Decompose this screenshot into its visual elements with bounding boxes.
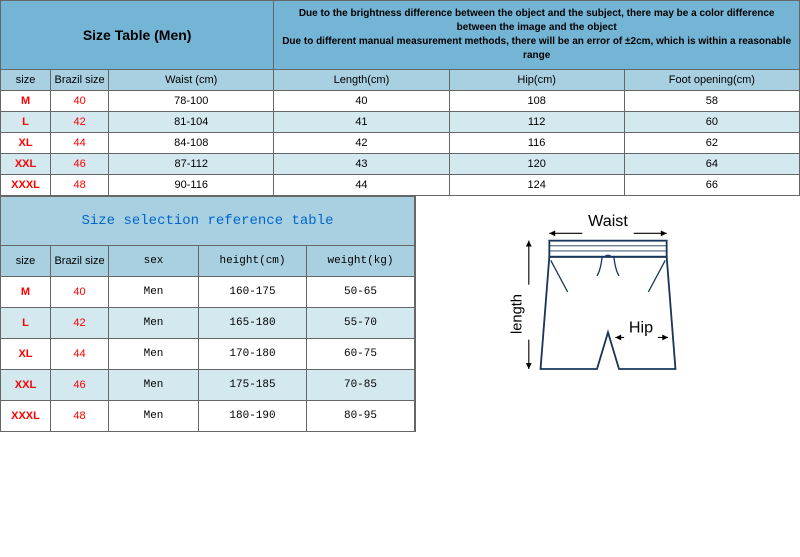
diagram-length-label: length: [509, 294, 525, 334]
cell-sex: Men: [109, 276, 199, 307]
cell-brazil: 44: [51, 133, 109, 154]
cell-size: M: [1, 91, 51, 112]
cell-brazil: 42: [51, 307, 109, 338]
bottom-section: Size selection reference table size Braz…: [0, 196, 800, 432]
cell-foot: 64: [624, 154, 799, 175]
main-title: Size Table (Men): [1, 1, 274, 70]
cell-brazil: 42: [51, 112, 109, 133]
cell-waist: 81-104: [109, 112, 274, 133]
cell-weight: 55-70: [307, 307, 415, 338]
cell-sex: Men: [109, 338, 199, 369]
cell-height: 165-180: [199, 307, 307, 338]
cell-weight: 60-75: [307, 338, 415, 369]
cell-foot: 60: [624, 112, 799, 133]
cell-foot: 58: [624, 91, 799, 112]
cell-hip: 108: [449, 91, 624, 112]
cell-size: XXXL: [1, 175, 51, 196]
cell-hip: 116: [449, 133, 624, 154]
table-row: M4078-1004010858: [1, 91, 800, 112]
cell-weight: 50-65: [307, 276, 415, 307]
cell-brazil: 48: [51, 175, 109, 196]
cell-waist: 78-100: [109, 91, 274, 112]
cell-size: XL: [1, 133, 51, 154]
cell-brazil: 46: [51, 369, 109, 400]
cell-hip: 124: [449, 175, 624, 196]
header-length: Length(cm): [274, 70, 449, 91]
cell-sex: Men: [109, 369, 199, 400]
cell-brazil: 40: [51, 276, 109, 307]
cell-foot: 66: [624, 175, 799, 196]
cell-size: L: [1, 307, 51, 338]
cell-size: XXXL: [1, 400, 51, 431]
header-waist: Waist (cm): [109, 70, 274, 91]
disclaimer-text: Due to the brightness difference between…: [274, 1, 800, 70]
diagram-hip-label: Hip: [629, 318, 653, 336]
table-row: XXL46Men175-18570-85: [1, 369, 415, 400]
table-row: XL4484-1084211662: [1, 133, 800, 154]
cell-length: 42: [274, 133, 449, 154]
cell-hip: 120: [449, 154, 624, 175]
cell-length: 43: [274, 154, 449, 175]
header-foot: Foot opening(cm): [624, 70, 799, 91]
cell-weight: 80-95: [307, 400, 415, 431]
ref-header-sex: sex: [109, 245, 199, 276]
table-row: L42Men165-18055-70: [1, 307, 415, 338]
table-row: L4281-1044111260: [1, 112, 800, 133]
table-row: XXXL4890-1164412466: [1, 175, 800, 196]
cell-length: 41: [274, 112, 449, 133]
cell-size: XXL: [1, 154, 51, 175]
ref-title: Size selection reference table: [1, 197, 415, 246]
ref-header-size: size: [1, 245, 51, 276]
cell-size: XXL: [1, 369, 51, 400]
cell-brazil: 44: [51, 338, 109, 369]
cell-hip: 112: [449, 112, 624, 133]
cell-size: M: [1, 276, 51, 307]
reference-table: Size selection reference table size Braz…: [0, 196, 415, 432]
ref-header-height: height(cm): [199, 245, 307, 276]
diagram-waist-label: Waist: [588, 212, 628, 230]
cell-foot: 62: [624, 133, 799, 154]
cell-weight: 70-85: [307, 369, 415, 400]
header-brazil: Brazil size: [51, 70, 109, 91]
header-hip: Hip(cm): [449, 70, 624, 91]
cell-size: XL: [1, 338, 51, 369]
cell-height: 175-185: [199, 369, 307, 400]
cell-sex: Men: [109, 400, 199, 431]
cell-brazil: 46: [51, 154, 109, 175]
cell-height: 170-180: [199, 338, 307, 369]
cell-height: 160-175: [199, 276, 307, 307]
table-row: M40Men160-17550-65: [1, 276, 415, 307]
header-size: size: [1, 70, 51, 91]
shorts-diagram: Waist l: [415, 196, 800, 432]
cell-waist: 87-112: [109, 154, 274, 175]
cell-waist: 90-116: [109, 175, 274, 196]
cell-length: 44: [274, 175, 449, 196]
cell-brazil: 48: [51, 400, 109, 431]
ref-header-brazil: Brazil size: [51, 245, 109, 276]
main-size-table: Size Table (Men) Due to the brightness d…: [0, 0, 800, 196]
cell-size: L: [1, 112, 51, 133]
table-row: XL44Men170-18060-75: [1, 338, 415, 369]
table-row: XXXL48Men180-19080-95: [1, 400, 415, 431]
cell-brazil: 40: [51, 91, 109, 112]
cell-sex: Men: [109, 307, 199, 338]
table-row: XXL4687-1124312064: [1, 154, 800, 175]
cell-length: 40: [274, 91, 449, 112]
cell-height: 180-190: [199, 400, 307, 431]
ref-header-weight: weight(kg): [307, 245, 415, 276]
cell-waist: 84-108: [109, 133, 274, 154]
